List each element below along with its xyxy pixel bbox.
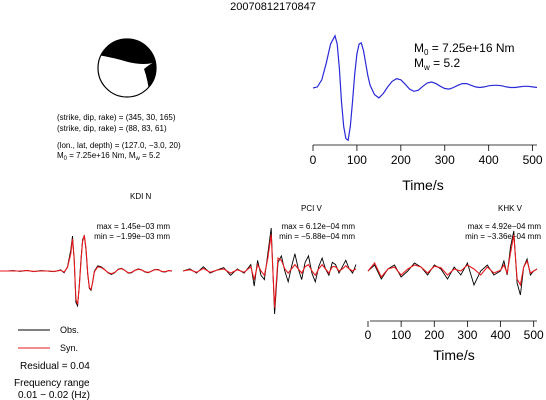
traces-x-tick-label: 500 [524, 328, 544, 342]
traces-x-tick-label: 200 [424, 328, 444, 342]
station-label-pci-v: PCI V [301, 204, 323, 213]
stf-m0-label: M0 = 7.25e+16 Nm [414, 41, 515, 57]
station-min-khk-v: min = −3.36e−04 mm [465, 232, 541, 241]
station-label-kdi-n: KDI N [130, 192, 152, 201]
traces-x-label: Time/s [433, 347, 474, 363]
station-max-khk-v: max = 4.92e−04 mm [468, 222, 542, 231]
event-magnitude: M0 = 7.25e+16 Nm, Mw = 5.2 [57, 151, 161, 162]
station-min-kdi-n: min = −1.99e−03 mm [94, 232, 170, 241]
stf-series-line [312, 34, 538, 142]
station-max-pci-v: max = 6.12e−04 mm [282, 222, 356, 231]
traces-x-tick-label: 400 [491, 328, 511, 342]
stf-x-tick-label: 500 [523, 153, 543, 167]
event-location: (lon., lat, depth) = (127.0, −3.0, 20) [57, 141, 181, 150]
stf-x-tick-label: 400 [479, 153, 499, 167]
trace-pci-v-synthetic [182, 234, 357, 308]
station-max-kdi-n: max = 1.45e−03 mm [97, 222, 171, 231]
stf-panel: M0 = 7.25e+16 Nm Mw = 5.2 0 100 200 300 400 5… [310, 34, 543, 193]
stf-x-tick-label: 100 [347, 153, 367, 167]
figure-title: 20070812170847 [230, 1, 316, 13]
traces-x-tick-label: 300 [457, 328, 477, 342]
stf-x-label: Time/s [402, 177, 443, 193]
stf-x-tick-label: 300 [435, 153, 455, 167]
legend-obs-label: Obs. [60, 325, 79, 335]
beachball [97, 38, 157, 98]
trace-khk-v-observed [367, 230, 538, 296]
residual-label: Residual = 0.04 [20, 361, 90, 372]
waveform-traces [0, 227, 538, 315]
traces-x-tick-label: 100 [391, 328, 411, 342]
station-min-pci-v: min = −5.88e−04 mm [279, 232, 355, 241]
station-label-khk-v: KHK V [498, 204, 523, 213]
traces-x-tick-label: 0 [365, 328, 372, 342]
trace-kdi-n-synthetic [0, 235, 173, 305]
stf-x-tick-label: 200 [391, 153, 411, 167]
frequency-range-value: 0.01 − 0.02 (Hz) [18, 390, 90, 400]
frequency-range-label: Frequency range [14, 378, 90, 389]
nodal-plane-2: (strike, dip, rake) = (88, 83, 61) [57, 124, 167, 133]
stf-x-tick-label: 0 [310, 153, 317, 167]
legend: Obs. Syn. [18, 325, 79, 353]
nodal-plane-1: (strike, dip, rake) = (345, 30, 165) [57, 113, 176, 122]
legend-syn-label: Syn. [60, 343, 78, 353]
trace-khk-v-synthetic [367, 234, 538, 287]
stf-mw-label: Mw = 5.2 [414, 56, 460, 72]
beachball-compressional-north [98, 39, 156, 64]
trace-pci-v-observed [182, 227, 357, 315]
